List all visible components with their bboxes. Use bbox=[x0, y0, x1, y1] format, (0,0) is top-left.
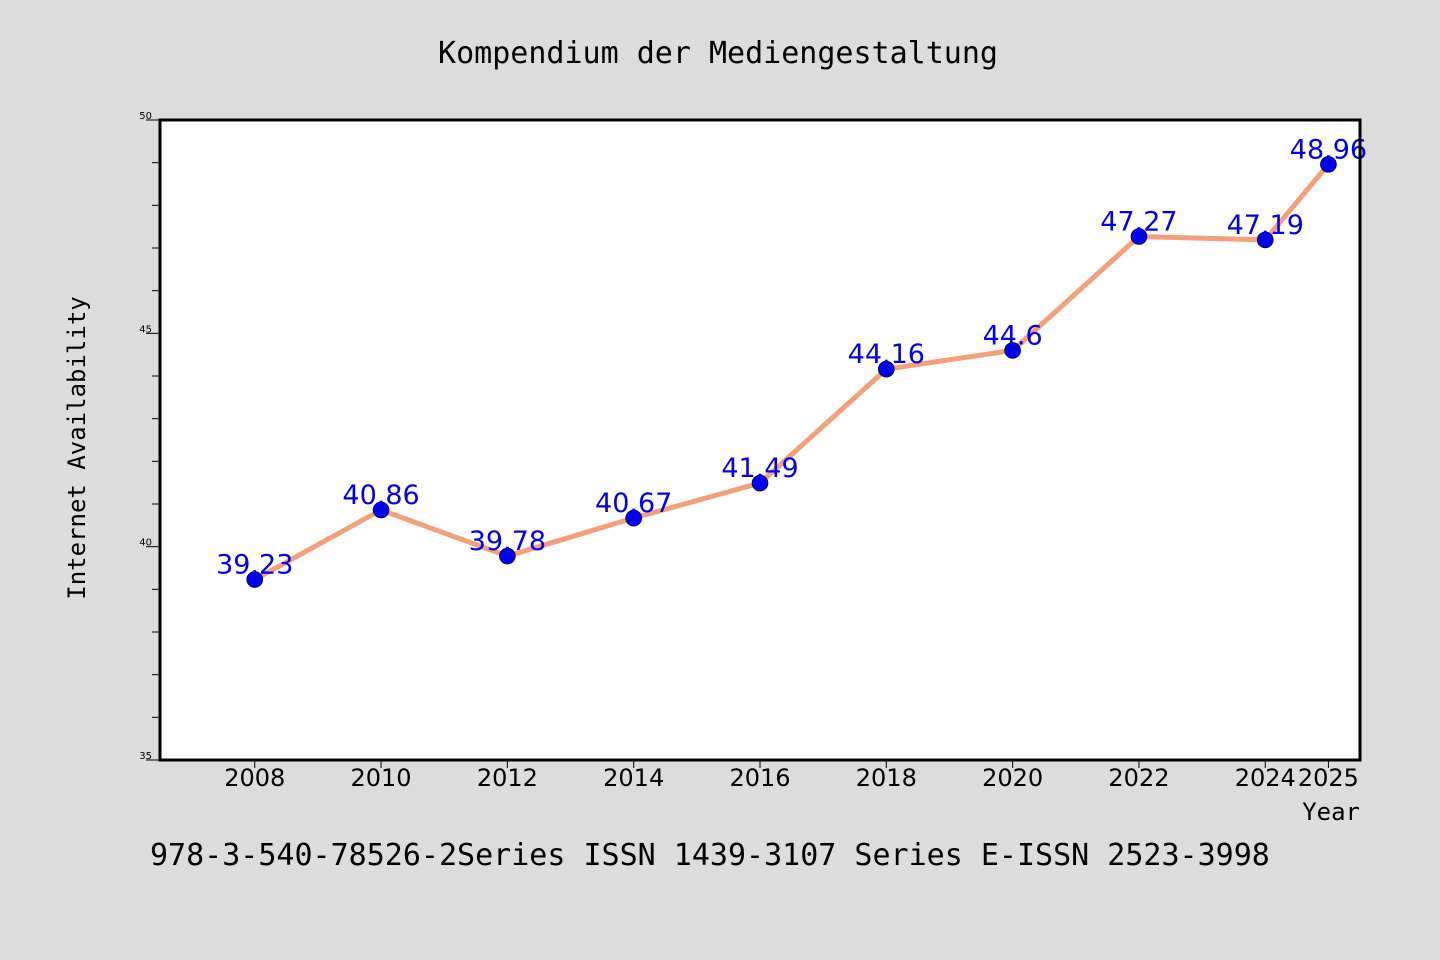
data-point bbox=[1256, 231, 1274, 249]
data-label: 40.86 bbox=[342, 480, 419, 511]
chart-title: Kompendium der Mediengestaltung bbox=[438, 36, 998, 71]
data-point bbox=[372, 501, 390, 519]
series-markers bbox=[246, 156, 1337, 588]
data-labels: 39.23 40.86 39.78 40.67 41.49 44.16 44.6 47.27 4… bbox=[216, 134, 1367, 580]
x-axis-label: Year bbox=[1302, 798, 1360, 826]
data-label: 47.19 bbox=[1227, 210, 1304, 241]
x-tick-label: 2010 bbox=[351, 764, 412, 792]
y-tick-label: 50 bbox=[139, 111, 152, 122]
y-tick-label: 40 bbox=[139, 538, 152, 549]
data-point bbox=[499, 547, 516, 565]
data-point bbox=[1004, 342, 1021, 359]
y-tick-label: 35 bbox=[139, 751, 152, 762]
data-label: 39.78 bbox=[469, 526, 546, 557]
x-tick-label: 2016 bbox=[729, 764, 790, 792]
x-tick-label: 2018 bbox=[856, 764, 917, 792]
data-label: 44.16 bbox=[848, 339, 925, 370]
data-label: 39.23 bbox=[216, 550, 293, 581]
data-point bbox=[246, 571, 264, 588]
plot-area bbox=[160, 120, 1360, 760]
y-axis-label: Internet Availability bbox=[63, 296, 91, 599]
y-axis: 35 40 45 50 bbox=[139, 111, 160, 762]
data-label: 47.27 bbox=[1100, 206, 1177, 237]
x-tick-label: 2022 bbox=[1108, 764, 1169, 792]
data-label: 44.6 bbox=[983, 320, 1043, 351]
footer-text: 978-3-540-78526-2Series ISSN 1439-3107 S… bbox=[150, 838, 1270, 873]
x-tick-label: 2025 bbox=[1298, 764, 1359, 792]
x-tick-label: 2012 bbox=[477, 764, 538, 792]
x-axis: 2008 2010 2012 2014 2016 2018 2020 2022 2024 2025 bbox=[224, 760, 1359, 792]
x-tick-label: 2014 bbox=[603, 764, 664, 792]
data-label: 40.67 bbox=[595, 488, 672, 519]
series-line bbox=[253, 162, 1331, 582]
data-label: 48.96 bbox=[1290, 134, 1367, 165]
x-tick-label: 2020 bbox=[982, 764, 1043, 792]
y-tick-label: 45 bbox=[139, 324, 152, 335]
data-point bbox=[625, 509, 642, 527]
plot-frame bbox=[158, 118, 1362, 762]
data-point bbox=[751, 474, 769, 492]
data-point bbox=[1130, 228, 1148, 245]
data-point bbox=[878, 360, 895, 378]
data-point bbox=[1320, 156, 1337, 173]
data-label: 41.49 bbox=[721, 453, 798, 484]
x-tick-label: 2008 bbox=[224, 764, 285, 792]
x-tick-label: 2024 bbox=[1235, 764, 1296, 792]
